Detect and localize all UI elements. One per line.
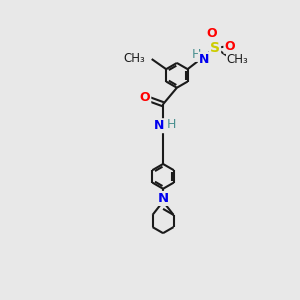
- Text: S: S: [210, 41, 220, 55]
- Text: CH₃: CH₃: [227, 53, 249, 66]
- Text: N: N: [154, 119, 165, 132]
- Text: O: O: [206, 27, 217, 40]
- Text: N: N: [158, 192, 169, 205]
- Text: O: O: [224, 40, 235, 53]
- Text: O: O: [140, 91, 150, 104]
- Text: CH₃: CH₃: [123, 52, 145, 65]
- Text: H: H: [167, 118, 176, 131]
- Text: H: H: [191, 48, 201, 61]
- Text: N: N: [199, 53, 209, 66]
